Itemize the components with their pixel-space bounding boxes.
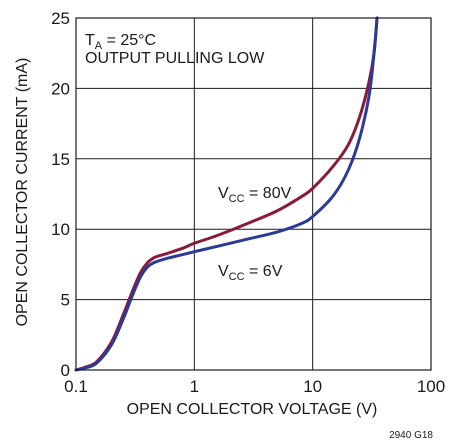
x-axis-title: OPEN COLLECTOR VOLTAGE (V) <box>127 401 378 418</box>
x-tick-label-2: 10 <box>303 377 322 396</box>
x-tick-label-3: 100 <box>417 377 445 396</box>
y-tick-label-2: 10 <box>51 220 70 239</box>
figure-code: 2940 G18 <box>389 430 433 441</box>
series-line-vcc-6v <box>74 16 379 372</box>
y-axis-title: OPEN COLLECTOR CURRENT (mA) <box>14 58 31 327</box>
x-tick-label-0: 0.1 <box>64 377 88 396</box>
x-tick-label-1: 1 <box>190 377 199 396</box>
y-tick-label-3: 15 <box>51 150 70 169</box>
series-layer <box>74 16 379 372</box>
y-tick-label-4: 20 <box>51 79 70 98</box>
condition-annotation: TA = 25°C <box>85 32 156 52</box>
mode-annotation: OUTPUT PULLING LOW <box>85 50 265 67</box>
plot-frame <box>75 17 432 371</box>
ticks-layer: 0.1 1 10 100 0 5 10 15 20 25 <box>51 9 445 396</box>
y-tick-label-5: 25 <box>51 9 70 28</box>
y-tick-label-1: 5 <box>61 291 70 310</box>
series-label-vcc-6v: VCC = 6V <box>218 263 283 283</box>
series-line-vcc-80v <box>74 16 379 372</box>
series-label-vcc-80v: VCC = 80V <box>218 185 292 205</box>
y-tick-label-0: 0 <box>61 361 70 380</box>
